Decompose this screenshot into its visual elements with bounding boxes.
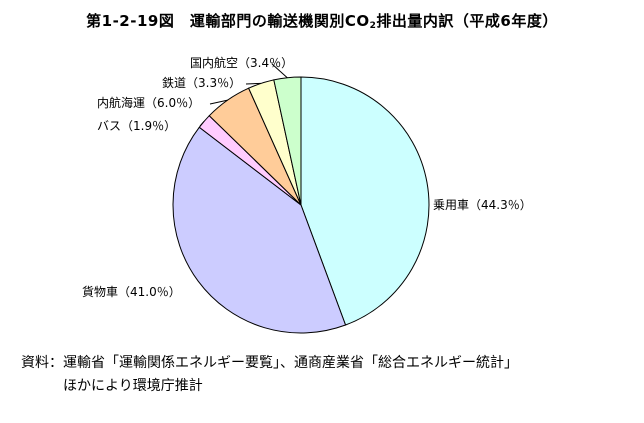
chart-title: 第1-2-19図 運輸部門の輸送機関別CO2排出量内訳（平成6年度） [0, 10, 644, 31]
slice-labels: 乗用車（44.3％） 貨物車（41.0％） バス（1.9％） 内航海運（6.0％） 鉄道… [82, 55, 532, 299]
slice-1 [300, 76, 430, 326]
slice-label-6: 国内航空（3.4％） [190, 55, 293, 70]
slice-2 [172, 126, 347, 334]
slice-6 [273, 76, 302, 206]
figure-number: 第1-2-19図 [86, 12, 175, 30]
source-note: 資料：運輸省「運輸関係エネルギー要覧」、通商産業省「総合エネルギー統計」 ほかに… [21, 352, 518, 398]
slice-label-2: 貨物車（41.0％） [82, 284, 181, 299]
leader-lines [199, 63, 288, 127]
title-subscript: 2 [369, 21, 377, 31]
title-text-pre: 運輸部門の輸送機関別CO [189, 12, 370, 30]
leader-line-5 [245, 82, 262, 85]
slice-label-4: 内航海運（6.0％） [97, 95, 200, 110]
leader-line-6 [271, 63, 288, 79]
pie-slices [172, 76, 430, 334]
slice-label-5: 鉄道（3.3％） [162, 75, 241, 90]
leader-line-4 [209, 99, 228, 105]
slice-label-3: バス（1.9％） [97, 119, 176, 133]
title-text-post: 排出量内訳（平成6年度） [376, 12, 558, 30]
leader-line-3 [199, 120, 205, 127]
slice-label-1: 乗用車（44.3％） [433, 198, 532, 212]
source-line-1: 資料：運輸省「運輸関係エネルギー要覧」、通商産業省「総合エネルギー統計」 [21, 355, 518, 371]
source-line-2: ほかにより環境庁推計 [21, 378, 203, 394]
